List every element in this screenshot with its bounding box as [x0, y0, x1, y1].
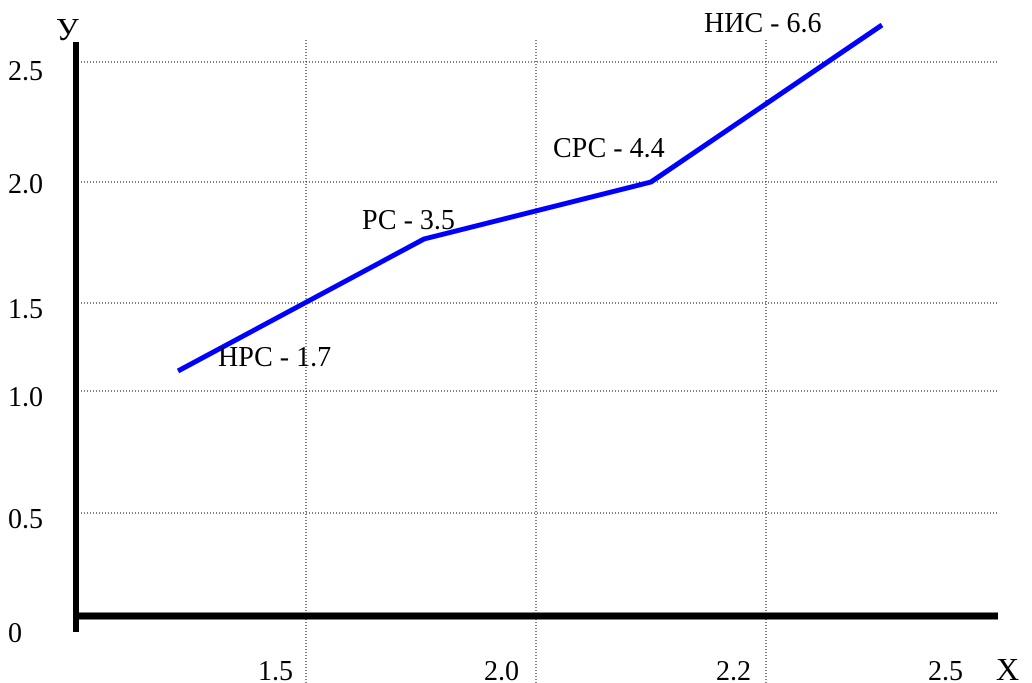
data-point-label: РС - 3.5 [362, 205, 455, 236]
x-tick-label: 2.5 [928, 656, 963, 683]
series-line [176, 22, 884, 374]
y-tick-label: 1.0 [8, 382, 43, 413]
y-tick-label: 2.5 [8, 56, 43, 87]
x-tick-label: 2.0 [484, 656, 519, 683]
y-tick-label: 2.0 [8, 169, 43, 200]
data-point-label: НИС - 6.6 [704, 8, 821, 39]
data-point-label: НРС - 1.7 [218, 342, 331, 373]
data-point-label: СРС - 4.4 [553, 133, 665, 164]
y-axis-label: У [56, 11, 79, 47]
x-tick-label: 2.2 [716, 656, 751, 683]
y-tick-label: 1.5 [8, 294, 43, 325]
origin-label: 0 [8, 618, 22, 649]
label-layer: НРС - 1.7 РС - 3.5 СРС - 4.4 НИС - 6.6 [218, 8, 821, 373]
x-axis-label: X [996, 651, 1019, 683]
series-layer [176, 22, 884, 374]
x-tick-label: 1.5 [258, 656, 293, 683]
y-tick-label: 0.5 [8, 504, 43, 535]
grid [78, 40, 998, 683]
